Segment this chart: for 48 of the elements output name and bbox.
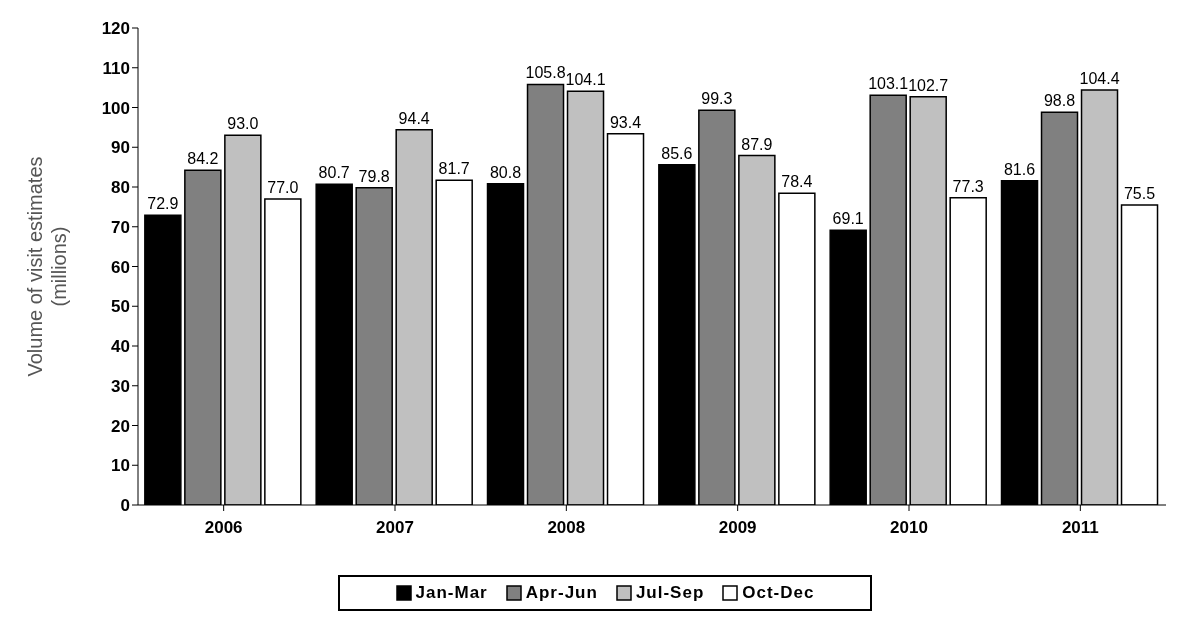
data-label: 103.1 [868, 75, 909, 93]
x-tick-label: 2009 [718, 518, 757, 538]
legend-label: Jan-Mar [415, 583, 488, 603]
y-tick-label: 30 [111, 376, 130, 396]
data-label: 81.6 [1003, 160, 1036, 178]
y-tick-label: 10 [111, 456, 130, 476]
y-tick-label: 40 [111, 337, 130, 357]
data-label: 94.4 [398, 109, 430, 127]
x-tick-label: 2011 [1061, 518, 1099, 538]
y-tick-label: 20 [111, 416, 130, 436]
data-label: 104.1 [565, 71, 606, 89]
data-label: 81.7 [438, 160, 470, 178]
data-label: 80.8 [489, 163, 522, 181]
x-tick-label: 2008 [547, 518, 586, 538]
x-tick-label: 2010 [890, 518, 928, 538]
y-tick-label: 90 [111, 138, 130, 158]
data-label: 80.7 [318, 164, 350, 182]
legend-label: Jul-Sep [635, 583, 705, 603]
data-label: 79.8 [358, 167, 390, 185]
data-label: 77.3 [952, 177, 984, 195]
data-label: 72.9 [147, 195, 179, 213]
y-axis-title: Volume of visit estimates (millions) [24, 156, 70, 377]
y-tick-label: 60 [111, 257, 130, 277]
data-label: 102.7 [908, 76, 949, 94]
data-label: 84.2 [187, 150, 219, 168]
data-label: 98.8 [1043, 92, 1076, 110]
data-label: 93.0 [227, 115, 259, 133]
y-tick-label: 50 [111, 297, 130, 317]
data-label: 87.9 [741, 135, 773, 153]
legend-label: Apr-Jun [525, 583, 598, 603]
y-tick-label: 100 [101, 98, 130, 118]
data-label: 93.4 [609, 113, 642, 131]
data-label: 78.4 [781, 173, 813, 191]
data-label: 75.5 [1123, 184, 1156, 202]
data-label: 105.8 [525, 64, 566, 82]
data-label: 77.0 [267, 178, 299, 196]
x-tick-label: 2007 [376, 518, 414, 538]
data-label: 99.3 [701, 90, 733, 108]
data-label: 85.6 [661, 144, 693, 162]
x-tick-label: 2006 [204, 518, 243, 538]
y-tick-label: 120 [101, 19, 130, 39]
data-label: 104.4 [1079, 70, 1120, 88]
legend-label: Oct-Dec [742, 583, 815, 603]
data-label: 69.1 [832, 210, 864, 228]
y-tick-label: 110 [102, 58, 130, 78]
y-tick-label: 70 [111, 217, 130, 237]
y-tick-label: 80 [111, 178, 130, 198]
y-tick-label: 0 [120, 496, 130, 516]
